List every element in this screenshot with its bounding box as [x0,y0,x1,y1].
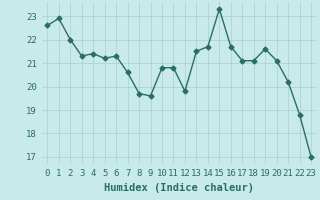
X-axis label: Humidex (Indice chaleur): Humidex (Indice chaleur) [104,183,254,193]
